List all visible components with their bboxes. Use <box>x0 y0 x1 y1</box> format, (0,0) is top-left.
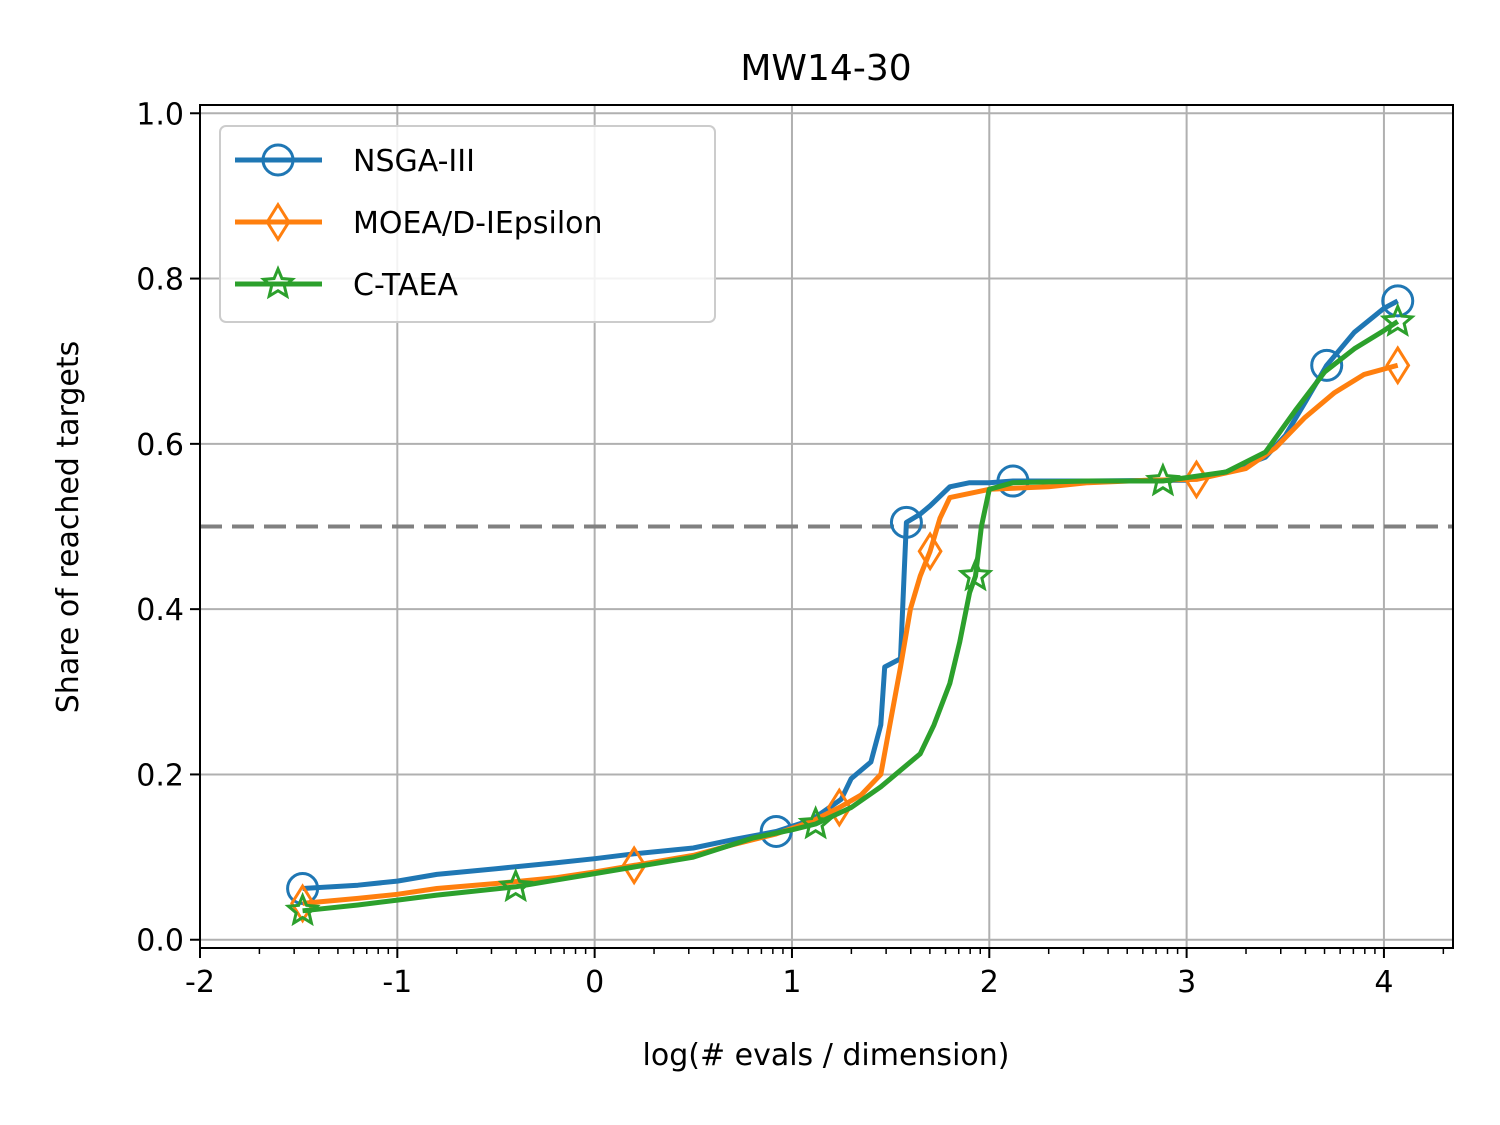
marker-circle <box>1381 284 1415 318</box>
series-moea-d-iepsilon <box>290 345 1411 924</box>
y-tick-label: 0.0 <box>136 924 184 959</box>
marker-star <box>1144 462 1181 497</box>
axis-ticks: -2 -1 0 1 2 3 4 0.0 0.2 0.4 0.6 0.8 1.0 <box>136 97 1445 1000</box>
y-tick-label: 0.6 <box>136 428 184 463</box>
series-nsga-iii <box>286 284 1415 905</box>
x-tick-label: 1 <box>782 965 801 1000</box>
marker-circle <box>286 871 320 905</box>
plot-frame <box>199 104 1454 949</box>
series-c-taea <box>284 302 1416 927</box>
marker-diamond <box>917 531 943 572</box>
legend-label: NSGA-III <box>353 144 475 179</box>
chart-title: MW14-30 <box>740 48 911 89</box>
x-axis-label: log(# evals / dimension) <box>643 1038 1010 1073</box>
x-tick-label: 3 <box>1177 965 1196 1000</box>
legend-box <box>219 125 716 323</box>
series-line <box>302 362 1399 906</box>
legend-label: MOEA/D-IEpsilon <box>353 206 603 241</box>
x-tick-label: -2 <box>185 965 215 1000</box>
y-tick-label: 0.4 <box>136 593 184 628</box>
marker-diamond <box>826 787 852 828</box>
marker-diamond <box>265 201 291 243</box>
marker-diamond <box>1385 345 1411 386</box>
y-tick-label: 0.2 <box>136 758 184 793</box>
marker-star <box>497 867 534 903</box>
series-layer <box>284 284 1416 927</box>
x-tick-label: 2 <box>980 965 999 1000</box>
y-axis-label: Share of reached targets <box>51 341 86 713</box>
marker-diamond <box>621 845 647 886</box>
legend: NSGA-III MOEA/D-IEpsilon C-TAEA <box>219 125 716 323</box>
series-line <box>302 319 1400 914</box>
marker-diamond <box>290 883 316 924</box>
legend-entry: NSGA-III <box>235 143 475 179</box>
marker-star <box>260 265 296 300</box>
marker-circle <box>1310 348 1344 382</box>
marker-star <box>797 805 834 840</box>
legend-label: C-TAEA <box>353 268 458 303</box>
x-tick-label: 0 <box>585 965 604 1000</box>
legend-entry: C-TAEA <box>235 265 458 303</box>
y-tick-label: 1.0 <box>136 97 184 132</box>
y-tick-label: 0.8 <box>136 263 184 298</box>
x-tick-label: 4 <box>1374 965 1393 1000</box>
x-tick-label: -1 <box>382 965 412 1000</box>
marker-star <box>957 557 994 592</box>
marker-star <box>1379 302 1416 337</box>
marker-star <box>284 891 321 927</box>
marker-circle <box>261 143 295 177</box>
marker-circle <box>889 505 923 539</box>
legend-entry: MOEA/D-IEpsilon <box>235 201 603 243</box>
